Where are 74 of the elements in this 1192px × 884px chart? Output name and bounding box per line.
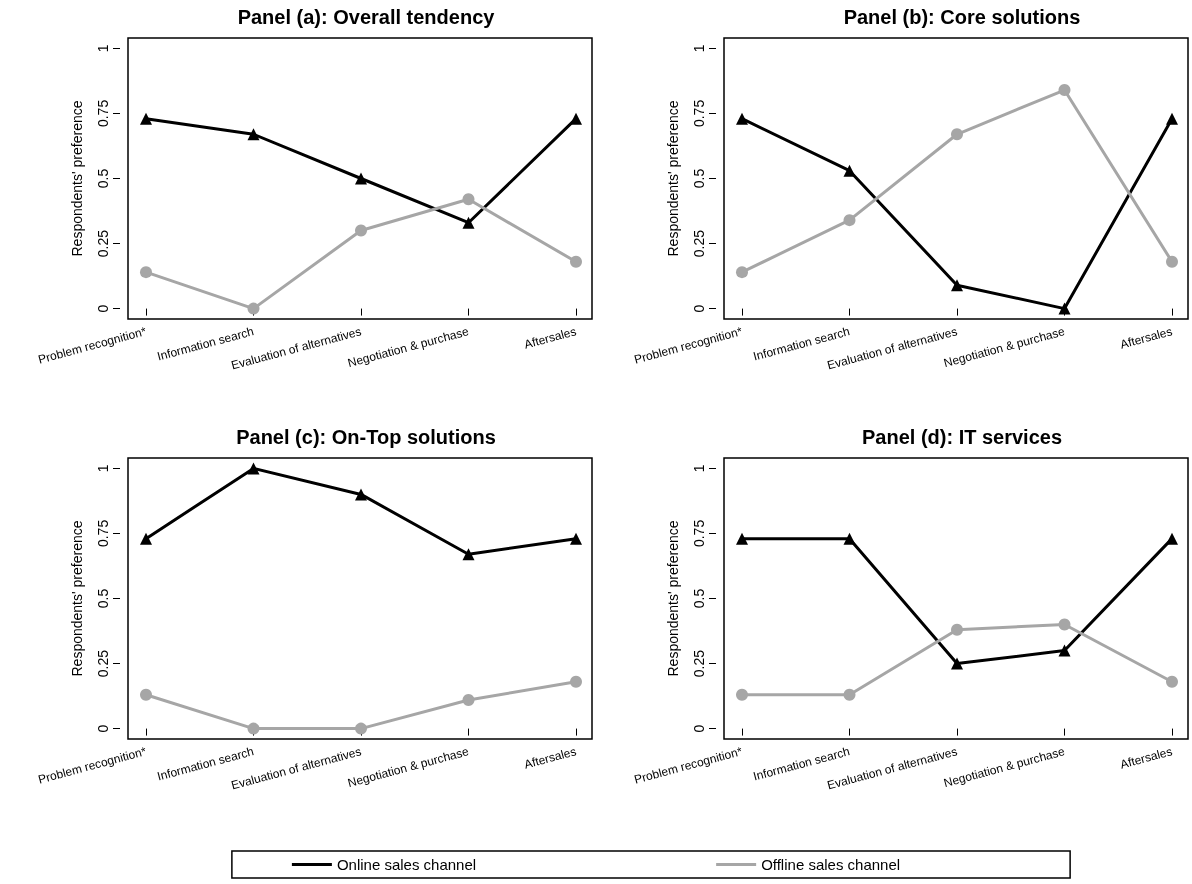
point — [570, 532, 582, 545]
point — [462, 216, 475, 229]
point — [247, 302, 260, 315]
point — [1058, 618, 1071, 631]
y-tick-label: 0.75 — [691, 519, 707, 548]
point — [355, 488, 367, 501]
x-tick-label: Aftersales — [1118, 744, 1174, 772]
y-tick-label: 0 — [95, 724, 111, 733]
point — [247, 128, 260, 141]
y-tick-label: 1 — [95, 464, 111, 473]
legend-label: Online sales channel — [336, 856, 477, 873]
x-tick-label: Aftersales — [1118, 324, 1174, 352]
chart-title: Panel (b): Core solutions — [843, 6, 1081, 28]
point — [247, 462, 260, 475]
y-tick-label: 0.5 — [95, 168, 111, 189]
point — [843, 688, 856, 701]
y-tick-label: 0.25 — [95, 649, 111, 678]
y-axis-title: Respondents' preference — [69, 520, 85, 677]
point — [140, 532, 152, 545]
point — [140, 266, 152, 279]
point — [462, 193, 475, 206]
point — [736, 532, 748, 545]
y-tick-label: 0.75 — [95, 519, 111, 548]
y-tick-label: 0 — [691, 304, 707, 313]
point — [355, 722, 367, 735]
point — [951, 657, 963, 670]
chart-title: Panel (a): Overall tendency — [237, 6, 496, 28]
y-tick-label: 0.75 — [691, 99, 707, 128]
x-tick-label: Aftersales — [522, 324, 578, 352]
chart-title: Panel (d): IT services — [861, 426, 1063, 448]
point — [951, 279, 963, 292]
y-tick-label: 0.5 — [95, 588, 111, 609]
point — [1166, 112, 1178, 125]
y-tick-label: 1 — [95, 44, 111, 53]
point — [951, 128, 963, 141]
point — [570, 255, 582, 268]
point — [1166, 675, 1178, 688]
chart-title: Panel (c): On-Top solutions — [236, 426, 496, 448]
y-axis-title: Respondents' preference — [665, 100, 681, 257]
point — [1166, 255, 1178, 268]
point — [247, 722, 260, 735]
point — [570, 675, 582, 688]
y-tick-label: 0.5 — [691, 168, 707, 189]
point — [843, 214, 856, 227]
point — [1166, 532, 1178, 545]
x-tick-label: Aftersales — [522, 744, 578, 772]
y-tick-label: 0.25 — [691, 649, 707, 678]
point — [736, 688, 748, 701]
y-tick-label: 1 — [691, 464, 707, 473]
y-tick-label: 0 — [95, 304, 111, 313]
point — [462, 693, 475, 706]
point — [843, 164, 856, 177]
y-tick-label: 0 — [691, 724, 707, 733]
y-tick-label: 0.25 — [691, 229, 707, 258]
y-tick-label: 1 — [691, 44, 707, 53]
y-tick-label: 0.75 — [95, 99, 111, 128]
y-axis-title: Respondents' preference — [665, 520, 681, 677]
point — [1058, 644, 1071, 657]
point — [1058, 84, 1071, 97]
point — [951, 623, 963, 636]
point — [1058, 302, 1071, 315]
y-axis-title: Respondents' preference — [69, 100, 85, 257]
point — [462, 548, 475, 561]
point — [736, 112, 748, 125]
point — [140, 688, 152, 701]
point — [736, 266, 748, 279]
point — [355, 172, 367, 185]
point — [140, 112, 152, 125]
y-tick-label: 0.5 — [691, 588, 707, 609]
y-tick-label: 0.25 — [95, 229, 111, 258]
legend-label: Offline sales channel — [761, 856, 901, 873]
point — [570, 112, 582, 125]
point — [355, 224, 367, 237]
point — [843, 532, 856, 545]
